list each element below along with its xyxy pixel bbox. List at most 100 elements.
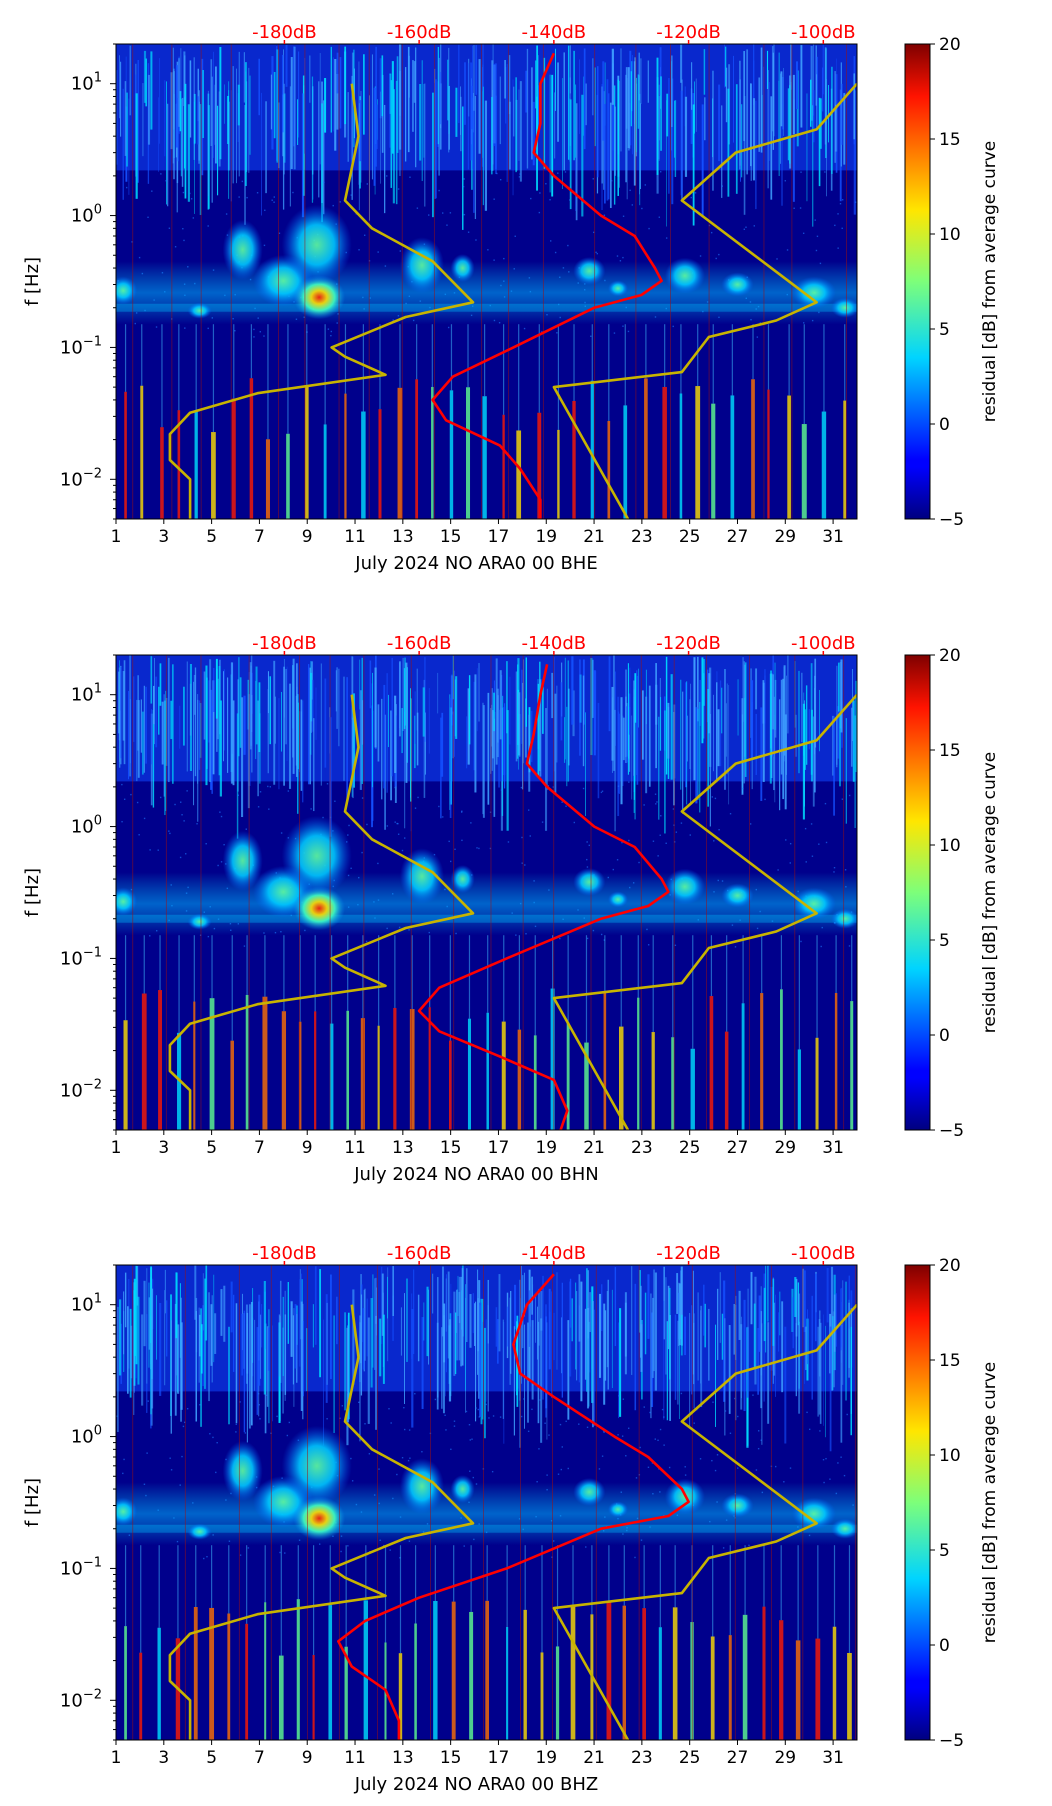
storm-blob xyxy=(187,1523,212,1540)
mid-speckle xyxy=(777,869,779,871)
hf-noise-streak xyxy=(750,83,752,167)
colorbar-tick-label: 20 xyxy=(939,35,961,55)
lf-spike-tail xyxy=(399,1545,402,1654)
hf-noise-streak xyxy=(774,679,777,738)
hf-noise-streak xyxy=(702,658,705,706)
hf-noise-streak xyxy=(493,692,495,732)
hf-noise-streak xyxy=(483,1327,486,1439)
mid-speckle xyxy=(394,821,396,823)
hf-noise-streak xyxy=(540,1290,543,1331)
hf-noise-streak xyxy=(230,1281,233,1333)
hf-noise-streak xyxy=(285,668,287,745)
lf-spike-tail xyxy=(712,324,714,404)
hf-noise-streak xyxy=(721,105,723,198)
hf-noise-streak xyxy=(715,1324,717,1427)
hf-noise-streak xyxy=(455,87,458,137)
hf-noise-streak xyxy=(424,657,426,742)
lf-spike xyxy=(709,996,714,1130)
lf-spike xyxy=(360,1018,365,1130)
hf-noise-streak xyxy=(836,716,838,768)
hf-noise-streak xyxy=(566,706,568,787)
mid-speckle xyxy=(694,192,697,194)
lf-spike-tail xyxy=(312,1545,315,1655)
lf-spike xyxy=(637,997,640,1130)
top-db-label: -140dB xyxy=(522,633,587,654)
lf-spike xyxy=(344,1646,348,1740)
mid-speckle xyxy=(138,256,141,259)
hf-noise-streak xyxy=(211,1295,213,1383)
mid-speckle xyxy=(378,1468,380,1470)
hf-noise-streak xyxy=(733,1303,736,1355)
mid-speckle xyxy=(814,219,816,221)
storm-blob xyxy=(116,1497,138,1526)
hf-noise-streak xyxy=(180,1322,183,1410)
hf-noise-streak xyxy=(236,713,239,839)
mid-speckle xyxy=(323,181,325,184)
hf-noise-streak xyxy=(250,1301,253,1426)
hf-noise-streak xyxy=(363,54,365,135)
hf-noise-streak xyxy=(538,1289,540,1346)
hf-noise-streak xyxy=(598,1293,602,1378)
hf-noise-streak xyxy=(773,1302,776,1376)
y-tick-label: 100 xyxy=(71,203,102,227)
hf-noise-streak xyxy=(256,1327,259,1415)
hf-noise-streak xyxy=(302,1320,304,1397)
mid-speckle xyxy=(469,1470,471,1472)
hf-noise-streak xyxy=(440,717,442,819)
mid-speckle xyxy=(538,211,541,214)
lf-spike-tail xyxy=(518,935,520,1030)
hf-noise-streak xyxy=(551,74,554,197)
hf-noise-streak xyxy=(835,1293,837,1347)
mid-speckle xyxy=(843,1474,846,1477)
hf-noise-streak xyxy=(507,1306,509,1347)
lf-spike-tail xyxy=(212,324,215,433)
mid-speckle xyxy=(151,190,153,192)
mid-speckle xyxy=(804,827,807,830)
plot-frame xyxy=(115,43,858,520)
mid-speckle xyxy=(541,821,544,823)
hf-noise-streak xyxy=(270,74,273,130)
lf-spike-tail xyxy=(486,1545,488,1601)
lf-spike-tail xyxy=(159,935,161,991)
y-tick-label: 101 xyxy=(71,682,102,706)
hf-noise-streak xyxy=(146,1268,148,1384)
hf-noise-streak xyxy=(604,62,606,126)
hf-noise-streak xyxy=(608,656,611,732)
mid-speckle xyxy=(578,1423,580,1425)
hf-noise-streak xyxy=(469,1294,472,1348)
hf-noise-streak xyxy=(437,672,439,714)
hf-noise-streak xyxy=(343,676,345,781)
lf-spike-tail xyxy=(384,1545,387,1643)
lf-spike-tail xyxy=(233,324,235,399)
mid-speckle xyxy=(414,807,417,809)
hf-noise-streak xyxy=(704,97,706,141)
hf-noise-streak xyxy=(389,74,391,148)
mid-speckle xyxy=(680,1392,683,1395)
hf-noise-streak xyxy=(513,1284,517,1330)
x-tick-label: 31 xyxy=(822,1138,844,1158)
lf-spike-tail xyxy=(763,1545,765,1607)
lf-spike xyxy=(751,379,755,519)
hf-noise-streak xyxy=(625,67,628,129)
mid-speckle xyxy=(724,1410,727,1412)
mid-speckle xyxy=(259,1418,261,1420)
mid-speckle xyxy=(659,1428,662,1431)
mid-speckle xyxy=(215,1471,217,1474)
hf-noise-streak xyxy=(647,1274,650,1339)
lf-spike-tail xyxy=(158,1545,160,1628)
hf-noise-streak xyxy=(175,1272,178,1339)
lf-spike-tail xyxy=(399,324,401,388)
hf-noise-streak xyxy=(359,659,361,710)
mid-speckle xyxy=(444,1414,446,1417)
lf-spike-tail xyxy=(250,324,252,379)
mid-speckle xyxy=(721,185,723,187)
lf-spike xyxy=(398,1653,403,1740)
hf-noise-streak xyxy=(273,660,276,785)
hf-noise-streak xyxy=(415,47,417,168)
lf-spike-tail xyxy=(742,935,744,1004)
mid-speckle xyxy=(519,173,521,175)
lf-spike xyxy=(245,1623,249,1740)
hf-noise-streak xyxy=(323,1319,324,1446)
hf-noise-streak xyxy=(755,668,758,710)
